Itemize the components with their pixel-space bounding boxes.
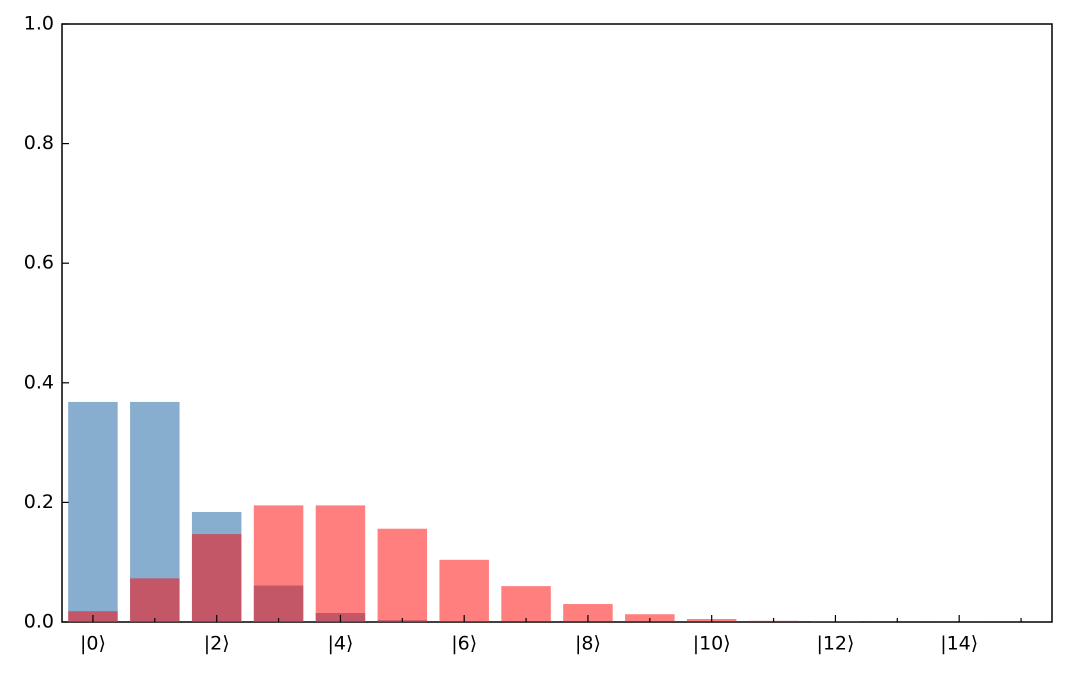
bar [68, 402, 118, 622]
y-tick-label: 0.8 [24, 132, 54, 154]
x-tick-label: |2⟩ [204, 633, 230, 655]
x-tick-label: |8⟩ [575, 633, 601, 655]
bar [439, 560, 489, 622]
y-tick-label: 0.2 [24, 491, 54, 513]
x-tick-label: |10⟩ [693, 633, 731, 655]
bar [254, 505, 304, 622]
y-tick-label: 1.0 [24, 13, 54, 35]
bar [192, 534, 242, 622]
x-tick-label: |6⟩ [451, 633, 477, 655]
y-tick-label: 0.4 [24, 371, 54, 393]
x-tick-label: |12⟩ [816, 633, 854, 655]
bar [130, 578, 180, 622]
bar [501, 586, 551, 622]
bar [378, 529, 428, 622]
bar [316, 505, 366, 622]
x-tick-label: |14⟩ [940, 633, 978, 655]
y-tick-label: 0.6 [24, 252, 54, 274]
x-tick-label: |0⟩ [80, 633, 106, 655]
x-tick-label: |4⟩ [327, 633, 353, 655]
y-tick-label: 0.0 [24, 611, 54, 633]
